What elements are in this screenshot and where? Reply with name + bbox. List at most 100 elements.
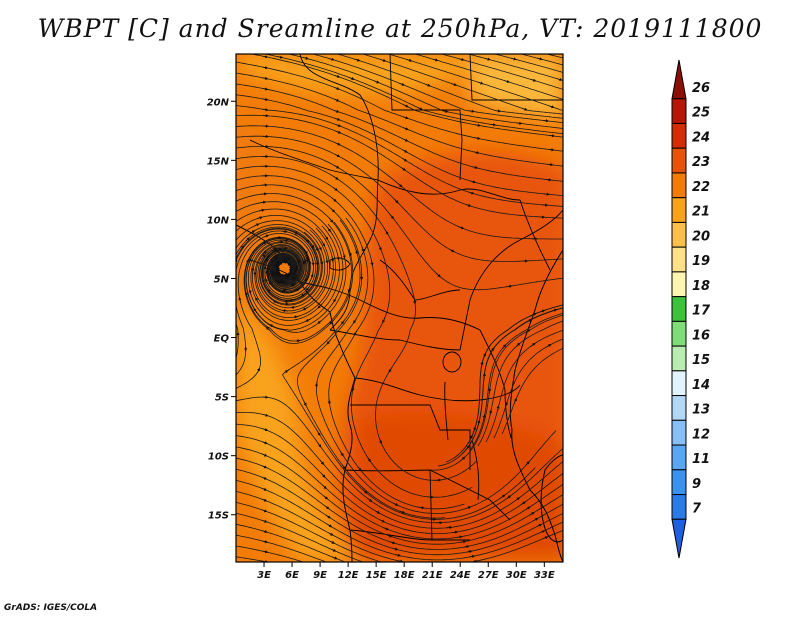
streamline-arrow <box>384 229 389 236</box>
streamline-arrow <box>303 400 307 407</box>
colorbar-label: 20 <box>692 229 710 244</box>
wbpt-20-north-east <box>470 54 563 120</box>
streamline-arrow <box>397 559 404 562</box>
streamline <box>236 435 563 540</box>
streamline-arrow <box>256 367 260 374</box>
streamline-arrow <box>329 320 334 325</box>
streamline-arrow <box>487 387 492 394</box>
lon-tick-label: 9E <box>313 570 327 581</box>
colorbar-segment <box>671 147 687 174</box>
streamline-arrow <box>327 227 332 233</box>
streamline-arrow <box>351 385 355 392</box>
streamline <box>501 347 563 435</box>
streamline-arrow <box>402 138 409 142</box>
streamline-arrow <box>329 540 336 544</box>
colorbar-segment <box>671 444 687 471</box>
streamline-arrow <box>379 438 383 445</box>
streamline-arrow <box>395 553 401 557</box>
streamline-arrow <box>287 273 292 278</box>
streamline-arrow <box>262 428 269 432</box>
streamline <box>236 61 563 152</box>
lon-tick-label: 12E <box>338 570 359 581</box>
streamline-arrow <box>269 259 273 266</box>
streamline-arrow <box>354 248 359 255</box>
wbpt-shading <box>236 54 563 562</box>
colorbar-segment <box>671 246 687 273</box>
streamline-arrow <box>261 241 267 246</box>
streamline-arrow <box>262 540 269 544</box>
streamline-arrow <box>333 98 340 102</box>
streamline-arrow <box>530 78 537 82</box>
streamline-arrow <box>536 523 543 528</box>
streamline-arrow <box>530 342 536 347</box>
lat-tick-label: EQ <box>214 334 230 345</box>
streamline-arrow <box>504 79 511 83</box>
streamline <box>477 320 563 447</box>
streamline-arrow <box>265 326 271 332</box>
colorbar-segment <box>671 419 687 446</box>
streamline-arrow <box>402 157 408 162</box>
streamline <box>236 446 563 545</box>
colorbar-label: 16 <box>692 328 710 343</box>
streamline-arrow <box>248 257 252 264</box>
streamline-arrow <box>490 347 495 353</box>
streamline-arrow <box>261 529 268 534</box>
colorbar-label: 25 <box>692 106 710 121</box>
streamline-arrow <box>262 66 269 70</box>
streamline-arrow <box>403 104 409 108</box>
streamline-arrow <box>399 510 406 514</box>
colorbar-segment <box>671 197 687 223</box>
streamline-arrow <box>334 153 341 158</box>
streamline-arrow <box>261 487 268 491</box>
streamline-arrow <box>379 519 386 523</box>
streamline-arrow <box>304 249 308 255</box>
streamline-arrow <box>329 217 334 223</box>
streamline-arrow <box>272 254 279 258</box>
lon-tick-label: 27E <box>478 570 499 581</box>
streamline <box>236 105 563 207</box>
lon-tick-label: 3E <box>257 570 271 581</box>
streamline-arrow <box>417 107 424 111</box>
streamline-arrow <box>272 300 279 304</box>
streamline <box>440 54 563 90</box>
streamline-arrow <box>328 57 335 61</box>
streamline <box>236 114 563 219</box>
streamline-arrow <box>332 187 338 191</box>
streamline-arrow <box>394 198 399 204</box>
streamline <box>335 54 563 119</box>
streamline-arrow <box>321 473 326 478</box>
streamline-arrow <box>367 456 371 463</box>
streamline-arrow <box>334 165 340 169</box>
streamline-arrow <box>489 409 493 416</box>
streamline-arrow <box>340 451 344 457</box>
streamline-arrow <box>533 517 539 522</box>
streamline <box>236 545 305 562</box>
streamline-arrow <box>326 339 331 345</box>
streamline-arrow <box>302 307 308 311</box>
streamline-arrow <box>321 241 326 247</box>
streamline-arrow <box>335 142 341 146</box>
colorbar-label: 14 <box>692 378 710 393</box>
streamline-arrow <box>549 134 556 138</box>
streamline-arrow <box>262 87 269 91</box>
streamline-arrow <box>273 249 280 253</box>
streamline <box>466 54 563 81</box>
streamline-arrow <box>262 55 269 59</box>
lat-tick-label: 15N <box>207 156 230 167</box>
streamline-arrow <box>362 489 368 494</box>
streamline-arrow <box>318 245 322 251</box>
streamline <box>545 54 563 59</box>
streamline-arrow <box>402 116 409 120</box>
streamline-arrow <box>353 330 358 337</box>
colorbar-label: 12 <box>692 427 710 442</box>
streamline-arrow <box>460 540 467 544</box>
streamline-arrow <box>477 419 481 426</box>
streamline-arrow <box>293 274 298 280</box>
colorbar-label: 22 <box>692 180 710 195</box>
streamline-arrow <box>248 289 252 296</box>
streamline-arrow <box>330 208 336 213</box>
streamline <box>236 135 563 262</box>
streamline-arrow <box>449 248 455 253</box>
colorbar-segment <box>671 395 687 421</box>
streamline-arrow <box>276 266 281 273</box>
